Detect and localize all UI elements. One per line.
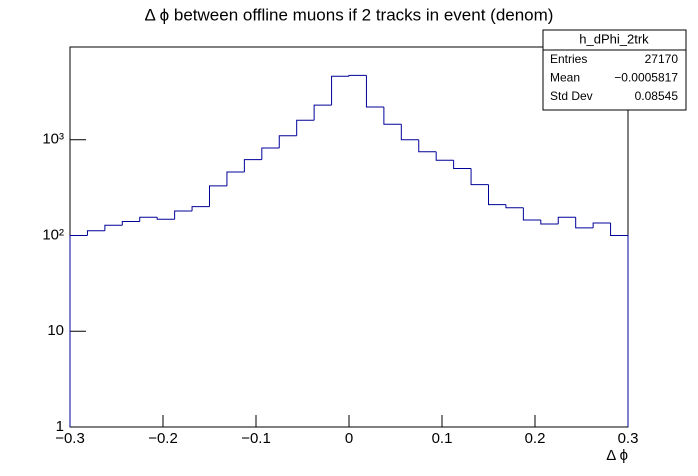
hist-bin xyxy=(522,207,541,221)
stats-key: Std Dev xyxy=(550,89,593,103)
hist-bin xyxy=(69,234,88,427)
hist-bin xyxy=(243,159,262,173)
stats-key: Entries xyxy=(550,52,587,66)
stats-key: Mean xyxy=(550,71,580,85)
hist-bin xyxy=(261,147,280,160)
hist-bin xyxy=(191,206,210,212)
hist-bin xyxy=(104,224,123,231)
hist-bin xyxy=(505,204,524,209)
hist-bin xyxy=(540,220,559,225)
hist-bin xyxy=(575,217,594,229)
hist-bin xyxy=(226,171,245,186)
x-tick-label: −0.1 xyxy=(241,430,271,447)
hist-bin xyxy=(418,139,437,153)
chart-title: Δ ϕ between offline muons if 2 tracks in… xyxy=(145,5,554,24)
x-tick-label: −0.2 xyxy=(148,430,178,447)
x-tick-label: 0.3 xyxy=(618,430,639,447)
hist-bin xyxy=(331,75,349,106)
hist-bin xyxy=(453,160,472,170)
hist-bin xyxy=(139,216,158,222)
x-tick-label: −0.3 xyxy=(55,430,85,447)
stats-value: 27170 xyxy=(645,52,679,66)
hist-bin xyxy=(365,75,384,108)
y-tick-label: 1 xyxy=(56,418,64,435)
hist-bin xyxy=(348,74,367,77)
hist-bin xyxy=(592,222,611,228)
stats-title: h_dPhi_2trk xyxy=(579,31,649,46)
x-tick-label: 0.2 xyxy=(525,430,546,447)
stats-value: 0.08545 xyxy=(635,89,679,103)
hist-bin xyxy=(435,151,454,161)
y-tick-label: 10² xyxy=(42,226,64,243)
hist-bin xyxy=(296,119,315,136)
stats-box: h_dPhi_2trk xyxy=(542,29,687,111)
hist-bin xyxy=(610,223,629,427)
hist-bin xyxy=(209,185,227,207)
hist-bin xyxy=(121,220,140,226)
y-tick-label: 10³ xyxy=(42,131,64,148)
hist-bin xyxy=(488,184,506,206)
hist-bin xyxy=(383,106,402,125)
hist-bin xyxy=(557,216,576,224)
hist-bin xyxy=(400,124,419,141)
y-tick-label: 10 xyxy=(47,322,64,339)
hist-bin xyxy=(278,135,297,148)
hist-bin xyxy=(313,104,332,121)
hist-bin xyxy=(174,210,193,220)
stats-frame xyxy=(542,29,687,111)
x-tick-label: 0 xyxy=(345,430,353,447)
hist-bin xyxy=(86,230,105,236)
hist-bin xyxy=(156,217,175,220)
x-axis-label: Δ ϕ xyxy=(606,447,628,464)
stats-value: −0.0005817 xyxy=(614,71,678,85)
hist-bin xyxy=(470,168,489,186)
x-tick-label: 0.1 xyxy=(432,430,453,447)
